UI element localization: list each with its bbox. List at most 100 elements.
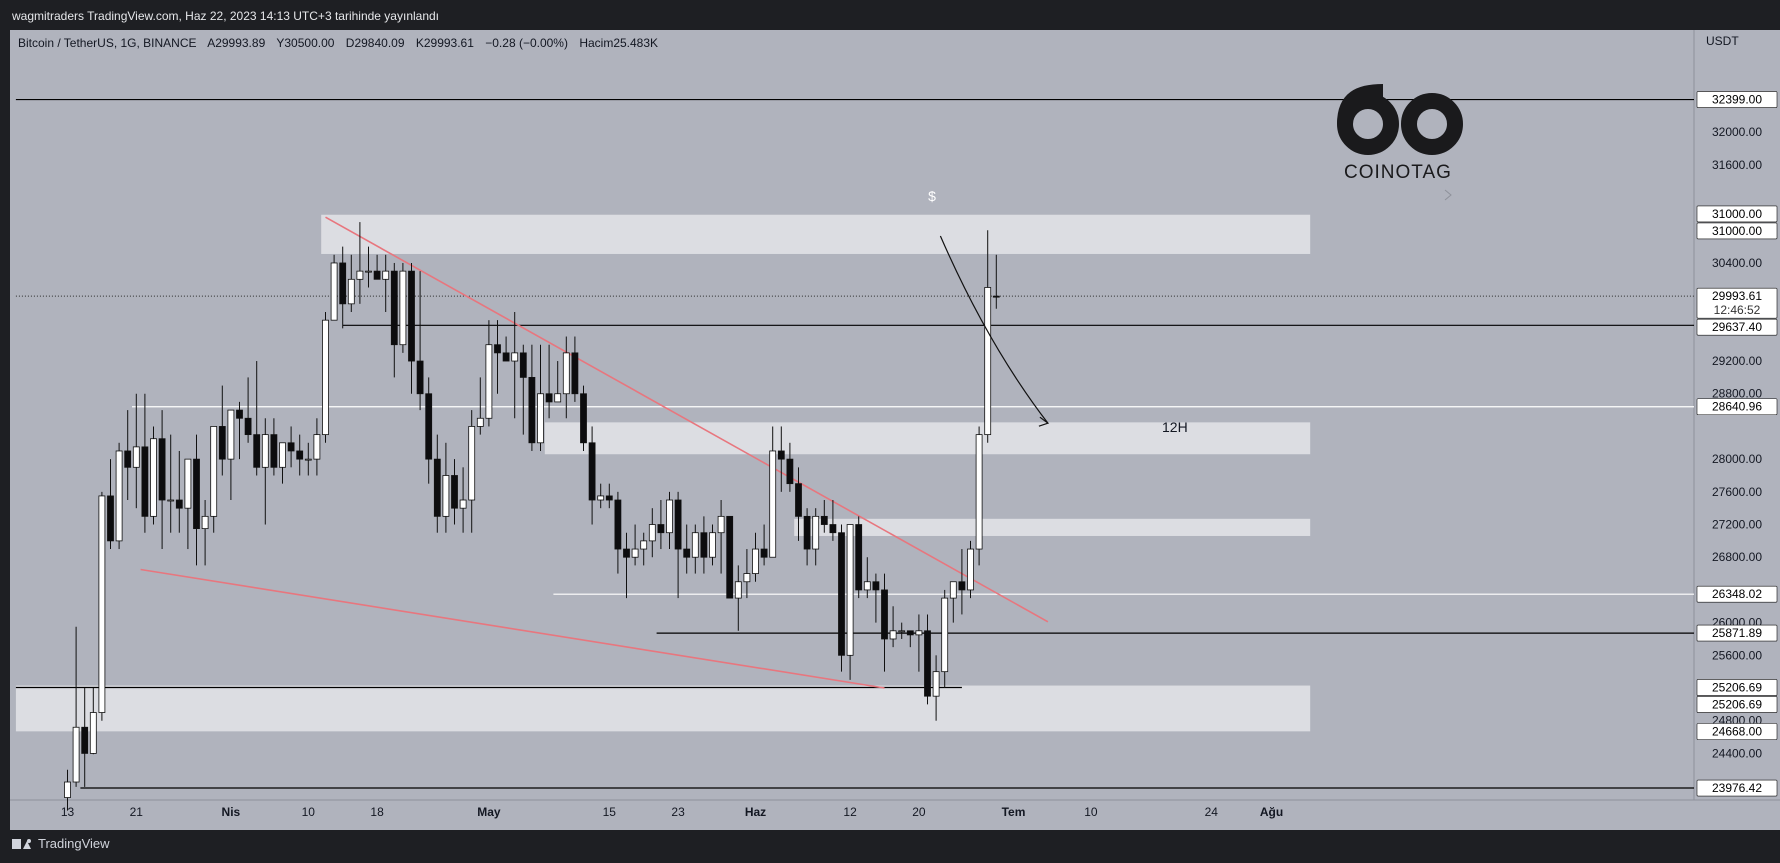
candle-2[interactable] — [81, 688, 89, 787]
candle-101[interactable] — [932, 655, 940, 721]
candle-7[interactable] — [124, 410, 132, 501]
zone-0[interactable] — [321, 214, 1311, 254]
candle-85[interactable] — [795, 467, 802, 541]
candle-104[interactable] — [958, 549, 966, 615]
candle-80[interactable] — [752, 532, 759, 582]
candle-102[interactable] — [941, 589, 949, 689]
candle-78[interactable] — [734, 565, 742, 631]
candle-16[interactable] — [201, 500, 209, 566]
candle-93[interactable] — [863, 557, 871, 599]
candle-84[interactable] — [786, 442, 794, 492]
price-label-7[interactable]: 25871.89 — [1696, 624, 1778, 642]
candle-55[interactable] — [537, 344, 544, 451]
zone-1[interactable] — [544, 422, 1311, 455]
candle-95[interactable] — [881, 573, 888, 672]
candle-36[interactable] — [373, 254, 381, 280]
zone-2[interactable] — [794, 518, 1311, 536]
candle-52[interactable] — [511, 312, 519, 419]
candle-60[interactable] — [580, 385, 587, 451]
candle-42[interactable] — [425, 377, 433, 484]
candle-39[interactable] — [399, 262, 407, 353]
candle-96[interactable] — [889, 606, 897, 648]
candle-88[interactable] — [820, 500, 828, 533]
candle-28[interactable] — [304, 442, 312, 476]
candle-14[interactable] — [184, 458, 192, 550]
candle-62[interactable] — [597, 483, 605, 509]
candle-76[interactable] — [717, 500, 725, 574]
candle-32[interactable] — [339, 246, 347, 329]
candle-9[interactable] — [141, 393, 149, 533]
candle-63[interactable] — [605, 483, 613, 509]
candle-51[interactable] — [502, 336, 510, 362]
candle-108[interactable] — [992, 254, 1000, 309]
candle-87[interactable] — [812, 508, 820, 566]
candle-29[interactable] — [313, 418, 321, 476]
candle-6[interactable] — [115, 442, 123, 550]
candle-22[interactable] — [253, 361, 261, 476]
candle-91[interactable] — [846, 524, 854, 680]
candle-48[interactable] — [476, 377, 484, 435]
candle-18[interactable] — [218, 385, 226, 476]
candle-100[interactable] — [924, 614, 931, 705]
candle-49[interactable] — [485, 320, 493, 427]
candle-26[interactable] — [287, 426, 295, 468]
candle-89[interactable] — [829, 500, 837, 541]
candle-5[interactable] — [107, 459, 114, 550]
price-label-6[interactable]: 26348.02 — [1696, 585, 1778, 603]
candle-44[interactable] — [442, 442, 450, 533]
candle-50[interactable] — [494, 320, 501, 394]
candle-92[interactable] — [855, 516, 863, 599]
candle-56[interactable] — [545, 344, 553, 419]
candle-106[interactable] — [975, 426, 983, 566]
candle-65[interactable] — [623, 532, 630, 599]
candle-81[interactable] — [760, 524, 768, 566]
candle-75[interactable] — [709, 524, 716, 566]
candle-54[interactable] — [528, 344, 536, 451]
candle-57[interactable] — [554, 361, 562, 403]
candle-27[interactable] — [296, 434, 304, 476]
candle-53[interactable] — [519, 344, 527, 435]
candle-79[interactable] — [743, 549, 751, 599]
candle-71[interactable] — [674, 491, 682, 599]
candle-17[interactable] — [210, 426, 218, 533]
chevron-right-icon[interactable] — [1444, 189, 1452, 201]
candle-30[interactable] — [322, 312, 329, 443]
candle-0[interactable] — [64, 769, 71, 811]
candle-82[interactable] — [769, 426, 777, 558]
candle-107[interactable] — [984, 230, 992, 443]
price-label-10[interactable]: 24668.00 — [1696, 723, 1778, 740]
trendline-1[interactable] — [140, 568, 885, 689]
candle-90[interactable] — [838, 524, 845, 672]
candle-21[interactable] — [244, 377, 252, 443]
trendline-0[interactable] — [325, 216, 1049, 623]
price-label-8[interactable]: 25206.69 — [1696, 679, 1778, 696]
candle-74[interactable] — [700, 516, 708, 574]
price-label-1[interactable]: 31000.00 — [1696, 205, 1778, 223]
candle-46[interactable] — [459, 467, 467, 533]
candle-58[interactable] — [562, 336, 570, 419]
candle-94[interactable] — [872, 573, 880, 623]
candle-73[interactable] — [691, 524, 699, 574]
projection-arrow[interactable] — [939, 235, 1049, 424]
candle-83[interactable] — [777, 426, 785, 492]
candle-11[interactable] — [158, 410, 166, 550]
candle-43[interactable] — [433, 434, 441, 533]
candle-99[interactable] — [915, 614, 923, 672]
price-label-2[interactable]: 31000.00 — [1696, 222, 1778, 240]
candle-97[interactable] — [898, 622, 906, 639]
candle-98[interactable] — [906, 630, 914, 648]
candle-1[interactable] — [72, 626, 80, 787]
price-label-9[interactable]: 25206.69 — [1696, 696, 1778, 713]
candle-25[interactable] — [279, 442, 286, 484]
tradingview-logo[interactable]: TradingView — [12, 836, 110, 851]
candle-86[interactable] — [803, 508, 811, 566]
candle-8[interactable] — [132, 393, 140, 509]
candle-45[interactable] — [451, 459, 458, 525]
candle-23[interactable] — [261, 418, 269, 525]
candle-38[interactable] — [390, 262, 398, 378]
candle-68[interactable] — [648, 508, 656, 558]
candle-12[interactable] — [167, 434, 175, 533]
candle-47[interactable] — [468, 410, 476, 533]
